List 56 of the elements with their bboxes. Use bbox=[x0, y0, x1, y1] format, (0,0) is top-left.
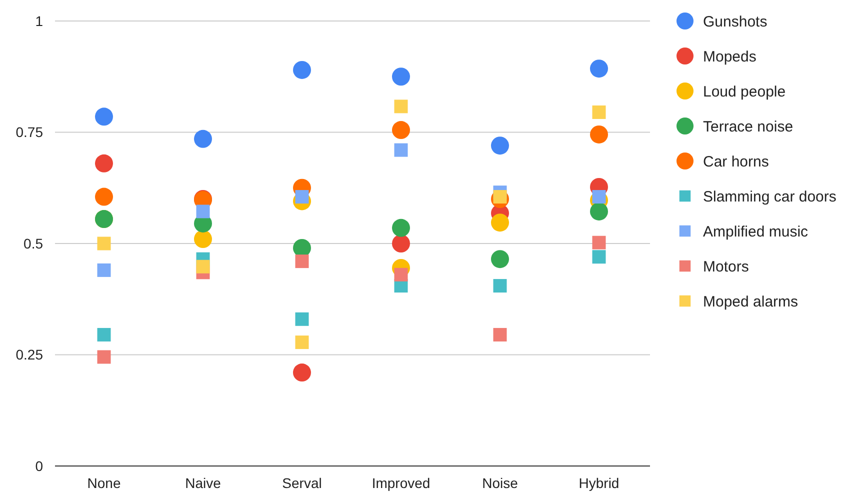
x-tick-label: Serval bbox=[282, 475, 322, 491]
point bbox=[293, 364, 311, 382]
x-tick-label: Naive bbox=[185, 475, 222, 491]
point bbox=[293, 238, 311, 257]
point bbox=[196, 260, 210, 274]
point bbox=[590, 60, 608, 78]
legend-label: Amplified music bbox=[703, 223, 809, 240]
point bbox=[97, 263, 111, 277]
y-tick-label: 0 bbox=[35, 458, 44, 474]
point bbox=[97, 328, 111, 342]
point bbox=[590, 202, 608, 220]
point bbox=[97, 236, 111, 250]
legend-label: Gunshots bbox=[703, 13, 768, 30]
y-tick-label: 0.75 bbox=[16, 124, 44, 140]
x-tick-label: Improved bbox=[372, 475, 430, 491]
point bbox=[392, 234, 410, 252]
point bbox=[392, 121, 410, 140]
point bbox=[95, 108, 113, 126]
legend-label: Terrace noise bbox=[703, 118, 794, 136]
legend-label: Motors bbox=[703, 258, 749, 276]
point bbox=[491, 214, 509, 232]
point bbox=[493, 279, 507, 293]
point bbox=[95, 188, 113, 206]
point bbox=[590, 125, 608, 144]
legend-label: Mopeds bbox=[703, 48, 756, 66]
point bbox=[394, 100, 408, 114]
point bbox=[491, 250, 509, 268]
legend-label: Slamming car doors bbox=[703, 188, 836, 206]
point bbox=[592, 105, 606, 119]
legend-label: Car horns bbox=[703, 153, 769, 170]
point bbox=[194, 130, 212, 148]
point bbox=[491, 136, 509, 155]
point bbox=[592, 190, 606, 204]
point bbox=[196, 204, 210, 218]
point bbox=[295, 336, 309, 350]
y-tick-label: 1 bbox=[35, 12, 44, 29]
y-tick-label: 0.5 bbox=[24, 235, 44, 252]
point bbox=[295, 254, 309, 268]
point bbox=[392, 68, 410, 86]
legend-label: Loud people bbox=[703, 83, 786, 100]
point bbox=[394, 268, 408, 282]
y-tick-label: 0.25 bbox=[16, 346, 44, 363]
point bbox=[592, 236, 606, 250]
point bbox=[592, 250, 606, 264]
x-tick-label: None bbox=[87, 475, 121, 491]
point bbox=[194, 230, 212, 248]
point bbox=[493, 328, 507, 342]
point bbox=[394, 143, 408, 157]
point bbox=[95, 154, 113, 172]
point bbox=[293, 60, 311, 79]
point bbox=[295, 312, 309, 326]
point bbox=[392, 218, 410, 237]
legend-label: Moped alarms bbox=[703, 293, 798, 310]
point bbox=[97, 350, 111, 364]
x-tick-label: Noise bbox=[482, 475, 518, 491]
x-tick-label: Hybrid bbox=[578, 475, 620, 491]
